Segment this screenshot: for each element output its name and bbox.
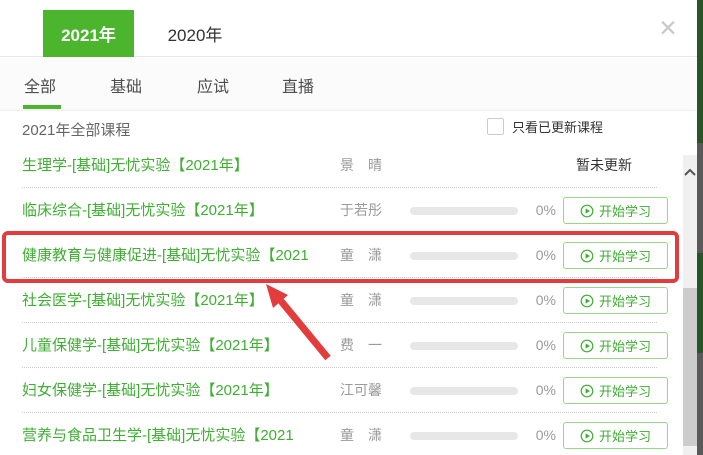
- start-learning-label: 开始学习: [598, 204, 651, 219]
- scrollbar-up-icon[interactable]: [683, 162, 697, 182]
- course-title-link[interactable]: 健康教育与健康促进-[基础]无忧实验【2021: [22, 247, 309, 264]
- start-learning-label: 开始学习: [598, 294, 651, 309]
- play-circle-icon: [580, 339, 594, 352]
- progress-percent: 0%: [535, 202, 556, 218]
- course-status: 暂未更新: [576, 157, 632, 173]
- progress-bar: [410, 387, 518, 395]
- course-title-link[interactable]: 妇女保健学-[基础]无忧实验【2021年】: [22, 382, 279, 399]
- play-circle-icon: [580, 294, 594, 307]
- tab-2020[interactable]: 2020年: [167, 26, 223, 45]
- start-learning-label: 开始学习: [598, 429, 651, 444]
- progress-bar: [410, 342, 518, 350]
- course-teacher: 童 潇: [340, 427, 382, 443]
- course-row-child-health: 儿童保健学-[基础]无忧实验【2021年】 费 一 0% 开始学习: [0, 323, 680, 368]
- course-title-link[interactable]: 社会医学-[基础]无忧实验【2021年】: [22, 292, 264, 309]
- tab-live-label: 直播: [282, 78, 315, 96]
- course-title-link[interactable]: 临床综合-[基础]无忧实验【2021年】: [22, 202, 264, 219]
- updated-filter: 只看已更新课程: [487, 117, 603, 136]
- play-circle-icon: [580, 249, 594, 262]
- course-teacher: 童 潇: [340, 292, 382, 308]
- play-circle-icon: [580, 384, 594, 397]
- progress-bar: [410, 207, 518, 215]
- course-teacher: 于若彤: [340, 202, 382, 218]
- progress-percent: 0%: [535, 337, 556, 353]
- progress-percent: 0%: [535, 427, 556, 443]
- page-edge-scrollbar: [697, 353, 703, 455]
- tab-exam-label: 应试: [197, 78, 230, 96]
- course-teacher: 童 潇: [340, 247, 382, 263]
- progress-bar: [410, 297, 518, 305]
- progress-percent: 0%: [535, 292, 556, 308]
- section-header: 2021年全部课程 只看已更新课程: [0, 111, 680, 143]
- row-divider: [22, 322, 657, 323]
- start-learning-button[interactable]: 开始学习: [563, 242, 668, 269]
- course-row-health-education: 健康教育与健康促进-[基础]无忧实验【2021 童 潇 0% 开始学习: [0, 233, 680, 278]
- course-row-women-health: 妇女保健学-[基础]无忧实验【2021年】 江可馨 0% 开始学习: [0, 368, 680, 413]
- tab-exam[interactable]: 应试: [197, 58, 229, 111]
- course-title-link[interactable]: 儿童保健学-[基础]无忧实验【2021年】: [22, 337, 279, 354]
- progress-percent: 0%: [535, 382, 556, 398]
- page-edge-scrollbar: [697, 143, 703, 253]
- updated-filter-checkbox[interactable]: [487, 118, 504, 135]
- course-teacher: 江可馨: [340, 382, 382, 398]
- tab-basic[interactable]: 基础: [110, 58, 142, 111]
- tab-all[interactable]: 全部: [23, 58, 61, 111]
- tab-basic-label: 基础: [110, 78, 143, 96]
- start-learning-label: 开始学习: [598, 384, 651, 399]
- updated-filter-label: 只看已更新课程: [512, 120, 604, 135]
- course-row-clinical: 临床综合-[基础]无忧实验【2021年】 于若彤 0% 开始学习: [0, 188, 680, 233]
- row-divider: [22, 367, 657, 368]
- page-edge-strip: [697, 0, 703, 143]
- course-teacher: 费 一: [340, 337, 382, 353]
- year-tabbar: 2021年 2020年 ✕: [0, 0, 697, 57]
- row-divider: [22, 277, 657, 278]
- section-title: 2021年全部课程: [22, 122, 131, 139]
- row-divider: [22, 412, 657, 413]
- course-row-physiology: 生理学-[基础]无忧实验【2021年】 景 晴 暂未更新: [0, 143, 680, 188]
- start-learning-button[interactable]: 开始学习: [563, 332, 668, 359]
- start-learning-button[interactable]: 开始学习: [563, 287, 668, 314]
- start-learning-label: 开始学习: [598, 339, 651, 354]
- tab-2021[interactable]: 2021年: [43, 10, 134, 57]
- row-divider: [22, 187, 657, 188]
- course-title-link[interactable]: 生理学-[基础]无忧实验【2021年】: [22, 157, 249, 174]
- progress-percent: 0%: [535, 247, 556, 263]
- scrollbar-thumb[interactable]: [683, 288, 697, 446]
- tab-live[interactable]: 直播: [282, 58, 314, 111]
- active-tab-underline: [23, 105, 61, 109]
- play-circle-icon: [580, 204, 594, 217]
- close-icon[interactable]: ✕: [658, 15, 678, 41]
- play-circle-icon: [580, 429, 594, 442]
- course-list: 生理学-[基础]无忧实验【2021年】 景 晴 暂未更新 临床综合-[基础]无忧…: [0, 143, 680, 455]
- category-tabbar: 全部 基础 应试 直播: [0, 58, 697, 111]
- start-learning-button[interactable]: 开始学习: [563, 197, 668, 224]
- course-title-link[interactable]: 营养与食品卫生学-[基础]无忧实验【2021: [22, 427, 294, 444]
- course-teacher: 景 晴: [340, 157, 382, 173]
- start-learning-label: 开始学习: [598, 249, 651, 264]
- course-row-nutrition: 营养与食品卫生学-[基础]无忧实验【2021 童 潇 0% 开始学习: [0, 413, 680, 455]
- progress-bar: [410, 252, 518, 260]
- page-edge-strip: [697, 253, 703, 353]
- course-row-social-medicine: 社会医学-[基础]无忧实验【2021年】 童 潇 0% 开始学习: [0, 278, 680, 323]
- progress-bar: [410, 432, 518, 440]
- tab-all-label: 全部: [24, 78, 57, 96]
- start-learning-button[interactable]: 开始学习: [563, 422, 668, 449]
- start-learning-button[interactable]: 开始学习: [563, 377, 668, 404]
